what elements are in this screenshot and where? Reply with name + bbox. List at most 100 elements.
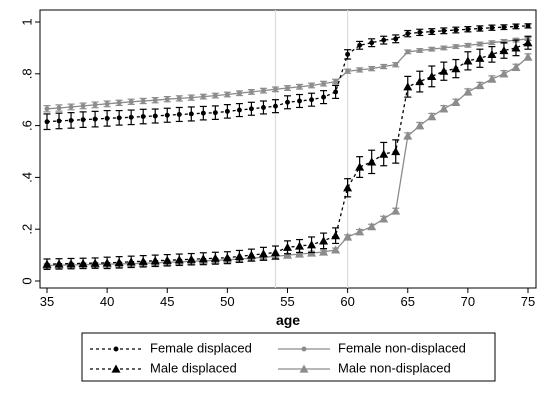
y-tick-label: .8 [19,68,34,79]
data-point [319,236,329,245]
legend-label: Male displaced [150,360,237,375]
legend-item: Male non-displaced [278,360,451,375]
data-point [487,49,497,58]
data-point [427,112,437,121]
data-point [116,115,122,121]
data-point [224,108,230,114]
data-point [381,37,387,43]
data-point [176,95,182,101]
series-layer [42,23,533,270]
data-point [66,259,76,268]
x-axis: 35 40 45 50 55 60 65 70 75 [40,288,535,309]
data-point [367,222,377,231]
data-point [164,112,170,118]
data-point [111,364,121,373]
data-point [465,26,471,32]
data-point [224,92,230,97]
data-point [68,117,74,123]
data-point [78,258,88,267]
data-point [429,46,435,52]
data-point [463,56,473,65]
series-female-displaced [43,23,532,131]
data-point [200,94,206,100]
data-point [92,102,98,108]
data-point [439,104,449,113]
data-point [415,77,425,86]
data-point [128,99,134,105]
y-tick-label: .2 [19,224,34,235]
legend-item: Female non-displaced [278,340,466,355]
data-point [511,43,521,52]
legend-item: Female displaced [90,340,252,355]
data-point [44,119,50,125]
data-point [357,42,363,48]
data-point [210,253,220,262]
data-point [297,84,302,90]
data-point [236,107,242,113]
data-point [463,87,473,96]
data-point [321,81,327,87]
data-point [403,82,413,91]
data-point [489,40,495,46]
y-tick-label: 1 [19,18,34,25]
x-tick-label: 70 [461,294,475,309]
data-point [477,41,483,47]
data-point [104,115,110,121]
data-point [475,80,485,90]
data-point [56,105,62,111]
series-male-displaced [42,35,533,270]
series-female-non-displaced [43,36,532,113]
data-point [405,49,411,55]
data-point [56,118,62,124]
data-point [44,106,50,112]
data-point [403,131,413,140]
data-point [415,121,425,130]
x-tick-label: 50 [220,294,234,309]
data-point [152,113,158,119]
data-point [441,28,447,34]
data-point [429,29,435,35]
data-point [299,364,309,373]
data-point [54,259,64,268]
data-point [164,96,170,102]
data-point [188,111,194,117]
data-point [140,114,146,119]
data-point [295,241,305,250]
data-point [126,257,136,266]
data-point [525,23,531,29]
x-tick-label: 55 [280,294,294,309]
data-point [441,45,447,51]
data-point [116,100,122,106]
data-point [381,64,387,69]
x-tick-label: 65 [401,294,415,309]
x-tick-label: 35 [40,294,54,309]
data-point [102,258,112,267]
x-axis-title: age [276,312,300,328]
data-point [92,116,98,122]
data-point [283,242,292,251]
data-point [236,90,242,96]
data-point [391,206,401,215]
data-point [248,89,254,95]
data-point [511,62,521,71]
data-point [150,256,160,265]
y-tick-label: .6 [19,120,34,131]
data-point [475,53,485,62]
data-point [90,258,100,267]
data-point [333,79,339,85]
data-point [393,62,399,68]
data-point [499,45,509,55]
data-point [489,25,495,31]
data-point [513,23,519,29]
data-point [369,40,375,46]
data-point [523,52,533,61]
data-point [369,66,375,72]
data-point [200,110,206,116]
data-point [283,250,292,259]
x-tick-label: 40 [100,294,114,309]
data-point [451,97,461,106]
data-point [391,147,401,156]
data-point [417,48,423,53]
data-point [297,98,302,104]
